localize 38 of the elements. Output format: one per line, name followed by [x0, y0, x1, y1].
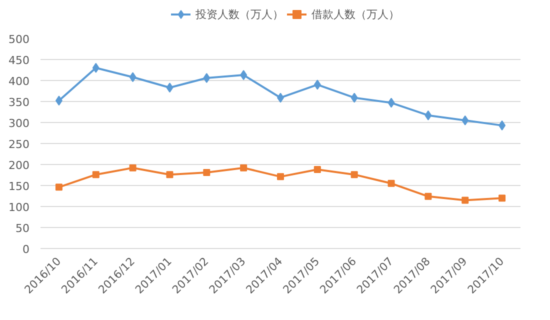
y-tick-label: 100: [8, 201, 30, 214]
point: [424, 110, 432, 120]
point: [350, 92, 358, 103]
y-tick-label: 350: [8, 96, 30, 109]
point: [498, 120, 506, 130]
point: [166, 171, 174, 178]
point: [166, 82, 174, 93]
point: [498, 194, 506, 202]
y-tick-label: 400: [8, 75, 30, 88]
point: [55, 184, 62, 191]
y-tick-label: 150: [8, 180, 30, 193]
point: [240, 164, 248, 172]
point: [203, 168, 210, 176]
point: [424, 192, 432, 200]
point: [388, 180, 395, 187]
point: [462, 115, 469, 126]
y-tick-label: 500: [8, 33, 30, 46]
y-tick-label: 300: [8, 117, 30, 130]
point: [203, 72, 210, 83]
point: [129, 164, 136, 172]
point: [277, 173, 284, 180]
y-tick-label: 200: [8, 159, 30, 172]
point: [388, 98, 395, 108]
point: [314, 166, 321, 174]
y-tick-label: 250: [8, 138, 30, 151]
legend-label: 投资人数（万人）: [196, 8, 284, 22]
legend-label: 借款人数（万人）: [312, 8, 400, 22]
y-tick-label: 50: [16, 222, 30, 235]
point: [92, 171, 100, 178]
point: [350, 171, 358, 178]
y-tick-label: 0: [22, 243, 30, 256]
point: [55, 96, 62, 106]
point: [462, 196, 469, 204]
point: [129, 72, 136, 82]
y-tick-label: 450: [8, 54, 30, 67]
point: [314, 80, 321, 90]
point: [240, 70, 248, 80]
point: [92, 62, 100, 73]
